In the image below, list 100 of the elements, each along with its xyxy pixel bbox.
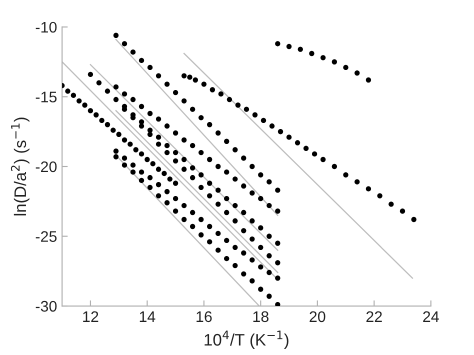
point: [366, 77, 372, 83]
point: [181, 73, 187, 78]
point: [260, 118, 266, 124]
point: [224, 256, 230, 262]
point: [250, 236, 255, 242]
point: [138, 104, 144, 110]
point: [216, 248, 221, 253]
point: [147, 132, 153, 138]
point: [241, 183, 246, 189]
point: [122, 162, 128, 168]
point: [113, 32, 119, 38]
point: [156, 73, 162, 78]
point: [207, 180, 212, 186]
point: [377, 193, 382, 198]
point: [275, 41, 280, 46]
point: [275, 208, 280, 214]
point: [241, 250, 246, 256]
point: [122, 41, 128, 46]
point: [198, 172, 204, 178]
point: [216, 230, 221, 236]
point: [164, 150, 170, 156]
point: [190, 224, 196, 230]
point: [88, 72, 94, 78]
point: [172, 158, 178, 164]
point: [113, 154, 119, 160]
point: [190, 210, 196, 216]
point: [207, 193, 212, 198]
point: [167, 176, 172, 182]
point: [400, 208, 406, 214]
point: [181, 166, 187, 172]
point: [320, 55, 326, 60]
point: [244, 106, 250, 112]
point: [104, 88, 110, 94]
point: [181, 98, 187, 104]
point: [156, 134, 162, 140]
point: [172, 180, 178, 186]
point: [216, 130, 221, 136]
x-tick-label: 24: [423, 311, 439, 322]
point: [116, 132, 122, 138]
point: [235, 102, 241, 108]
point: [224, 169, 230, 175]
point: [354, 179, 360, 184]
point: [181, 216, 187, 222]
point: [241, 210, 246, 216]
point: [198, 216, 204, 222]
point: [258, 172, 264, 178]
x-axis-title: 10$^{4}$/T (K$^{−1}$): [204, 330, 288, 350]
point: [156, 116, 162, 122]
point: [286, 134, 292, 140]
point: [207, 156, 212, 162]
point: [88, 108, 94, 114]
x-tick-label: 16: [196, 311, 212, 322]
point: [133, 147, 138, 152]
point: [138, 169, 144, 175]
point: [232, 147, 238, 152]
point: [144, 156, 150, 162]
point: [232, 202, 238, 208]
point: [411, 216, 416, 222]
point: [269, 123, 275, 129]
point: [278, 129, 284, 134]
point: [275, 240, 280, 246]
point: [164, 123, 170, 129]
point: [113, 84, 119, 90]
point: [164, 82, 170, 87]
point: [65, 88, 70, 94]
point: [110, 128, 116, 133]
point: [354, 70, 360, 76]
point: [138, 58, 144, 64]
y-axis-title: ln(D/a$^{2}$) (s$^{−1}$): [10, 118, 30, 216]
point: [252, 112, 258, 118]
point: [312, 151, 318, 157]
point: [224, 210, 230, 216]
y-tick-label: -10: [36, 22, 57, 33]
point: [172, 196, 178, 202]
point: [224, 196, 230, 202]
x-tick-label: 14: [140, 311, 156, 322]
point: [232, 244, 238, 250]
point: [266, 179, 272, 184]
point: [258, 196, 264, 202]
point: [198, 232, 204, 238]
point: [343, 172, 348, 178]
point: [366, 186, 372, 192]
point: [76, 98, 82, 104]
point: [241, 271, 246, 277]
point: [286, 44, 292, 50]
point: [172, 90, 178, 96]
point: [388, 202, 394, 207]
x-tick-label: 18: [253, 311, 268, 322]
point: [164, 200, 170, 206]
point: [332, 59, 338, 64]
point: [172, 130, 178, 136]
point: [156, 142, 162, 147]
point: [147, 184, 153, 190]
point: [172, 208, 178, 214]
point: [130, 96, 136, 102]
point: [70, 92, 76, 98]
point: [216, 164, 221, 170]
point: [266, 234, 272, 239]
point: [266, 294, 272, 299]
point: [113, 96, 119, 102]
